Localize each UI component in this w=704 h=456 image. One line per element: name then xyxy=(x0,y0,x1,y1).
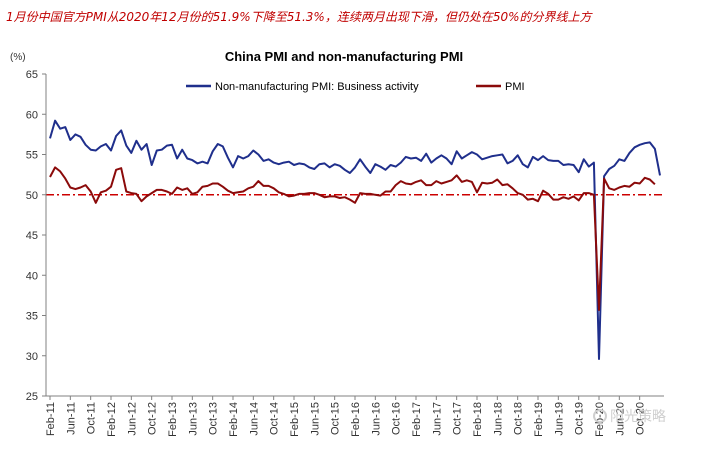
x-tick-label: Feb-12 xyxy=(106,402,118,437)
x-tick-label: Oct-13 xyxy=(208,402,220,435)
y-tick-label: 50 xyxy=(26,190,38,202)
y-tick-label: 40 xyxy=(26,270,38,282)
x-tick-label: Oct-11 xyxy=(86,402,98,434)
x-tick-label: Jun-13 xyxy=(187,402,199,436)
legend-label-nonmfg: Non-manufacturing PMI: Business activity xyxy=(215,81,419,93)
y-tick-label: 30 xyxy=(26,351,38,363)
x-tick-label: Oct-18 xyxy=(513,402,525,435)
series-line-pmi xyxy=(49,166,656,311)
watermark: 阳光策略 xyxy=(593,406,666,426)
x-tick-label: Oct-20 xyxy=(635,402,647,435)
chart-title: China PMI and non-manufacturing PMI xyxy=(225,49,463,64)
x-tick-label: Jun-15 xyxy=(309,402,321,436)
x-tick-label: Feb-11 xyxy=(45,402,57,436)
x-tick-label: Feb-18 xyxy=(472,402,484,437)
x-tick-label: Jun-20 xyxy=(614,402,626,436)
x-tick-label: Oct-14 xyxy=(269,402,281,435)
x-tick-label: Jun-16 xyxy=(370,402,382,436)
y-tick-label: 25 xyxy=(26,391,38,403)
x-tick-label: Jun-17 xyxy=(431,402,443,436)
x-tick-label: Jun-14 xyxy=(248,402,260,436)
x-tick-label: Oct-19 xyxy=(574,402,586,435)
x-tick-label: Jun-11 xyxy=(65,402,77,435)
series-layer xyxy=(49,119,661,360)
x-tick-label: Feb-17 xyxy=(411,402,423,437)
x-tick-label: Jun-12 xyxy=(126,402,138,436)
x-tick-label: Feb-14 xyxy=(228,402,240,437)
x-tick-label: Feb-15 xyxy=(289,402,301,437)
x-tick-label: Feb-13 xyxy=(167,402,179,437)
series-line-nonmfg xyxy=(49,119,661,360)
x-tick-label: Oct-12 xyxy=(147,402,159,435)
y-tick-label: 65 xyxy=(26,69,38,81)
legend: Non-manufacturing PMI: Business activity… xyxy=(186,81,525,93)
x-tick-label: Oct-17 xyxy=(452,402,464,435)
wechat-icon xyxy=(593,409,607,423)
y-tick-label: 45 xyxy=(26,230,38,242)
x-tick-label: Feb-16 xyxy=(350,402,362,437)
watermark-text: 阳光策略 xyxy=(610,409,666,425)
y-axis-unit-label: (%) xyxy=(10,52,26,63)
y-tick-label: 60 xyxy=(26,109,38,121)
x-tick-label: Feb-19 xyxy=(533,402,545,437)
x-tick-label: Jun-18 xyxy=(492,402,504,436)
x-tick-label: Oct-16 xyxy=(391,402,403,435)
chart-headline: 1月份中国官方PMI从2020年12月份的51.9%下降至51.3%，连续两月出… xyxy=(6,10,592,24)
x-tick-label: Oct-15 xyxy=(330,402,342,435)
x-tick-label: Jun-19 xyxy=(553,402,565,436)
legend-label-pmi: PMI xyxy=(505,81,525,93)
y-tick-label: 55 xyxy=(26,150,38,162)
axes: 65 60 55 50 45 40 35 30 25 Feb-11 Jun-11 Oct-11 Feb-… xyxy=(26,69,664,437)
y-tick-label: 35 xyxy=(26,311,38,323)
